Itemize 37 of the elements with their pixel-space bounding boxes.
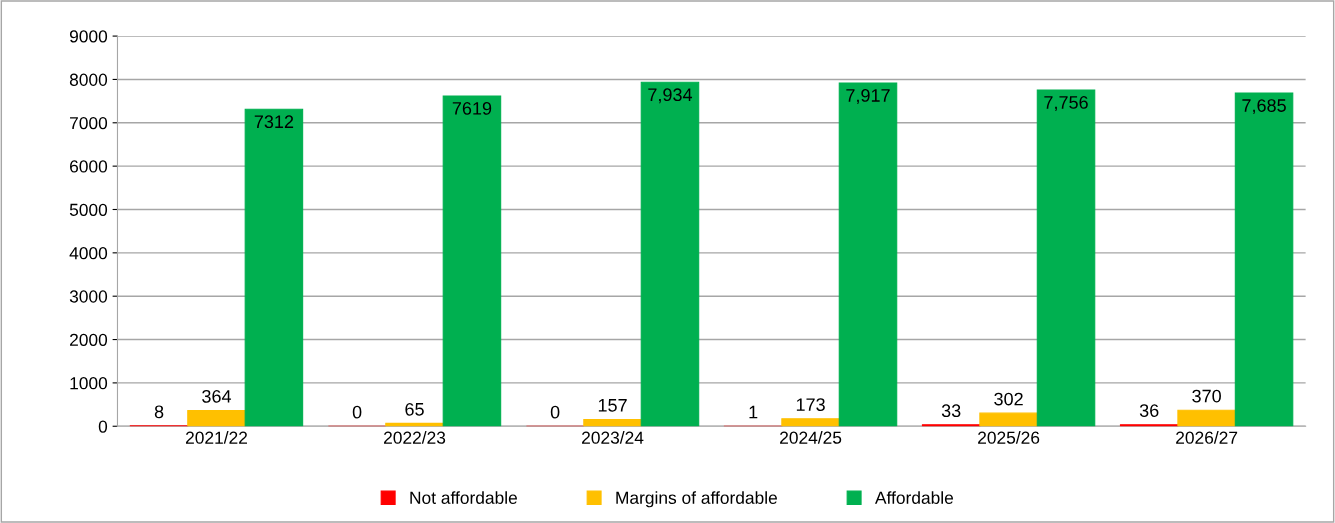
x-tick-label: 2025/26 [978,431,1040,444]
legend-label: Not affordable [410,491,517,504]
data-label: 1 [749,405,758,419]
x-tick-label: 2026/27 [1176,431,1238,444]
data-label: 65 [405,402,424,416]
x-tick-label: 2022/23 [384,431,446,444]
data-label: 7,917 [846,89,890,104]
y-tick-label: 5000 [69,203,108,216]
legend-label: Margins of affordable [616,491,777,508]
x-tick-label: 2021/22 [185,431,247,444]
data-label: 7312 [254,115,294,129]
y-tick-label: 4000 [69,247,108,260]
data-label: 7619 [452,101,492,115]
data-label: 302 [994,392,1023,406]
data-label: 7,756 [1044,96,1088,111]
y-tick-label: 3000 [69,290,108,303]
y-tick-label: 9000 [69,30,108,43]
data-label: 173 [796,398,825,412]
data-label: 364 [202,389,232,403]
data-label: 0 [352,405,362,419]
data-label: 370 [1192,389,1221,403]
legend-label: Affordable [874,491,954,504]
data-label: 33 [941,404,961,418]
y-tick-label: 2000 [70,333,108,346]
x-tick-label: 2024/25 [780,431,842,444]
y-tick-label: 7000 [70,116,108,130]
x-tick-label: 2023/24 [582,431,644,444]
data-label: 36 [1139,404,1159,417]
y-tick-label: 0 [98,420,108,433]
data-label: 7,685 [1242,99,1286,115]
y-tick-label: 8000 [69,73,108,86]
y-tick-label: 1000 [70,377,108,390]
y-tick-label: 6000 [70,160,108,173]
data-label: 7,934 [648,88,693,104]
data-label: 157 [598,399,627,412]
data-label: 8 [154,405,164,419]
data-label: 0 [550,405,560,419]
